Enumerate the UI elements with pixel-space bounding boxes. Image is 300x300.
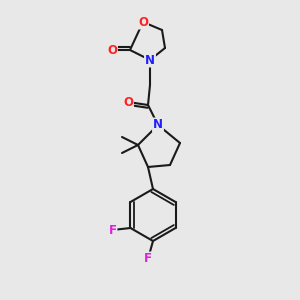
Text: N: N — [145, 53, 155, 67]
Text: N: N — [153, 118, 163, 131]
Text: F: F — [109, 224, 116, 236]
Text: O: O — [138, 16, 148, 28]
Text: O: O — [107, 44, 117, 56]
Text: O: O — [123, 95, 133, 109]
Text: F: F — [144, 253, 152, 266]
